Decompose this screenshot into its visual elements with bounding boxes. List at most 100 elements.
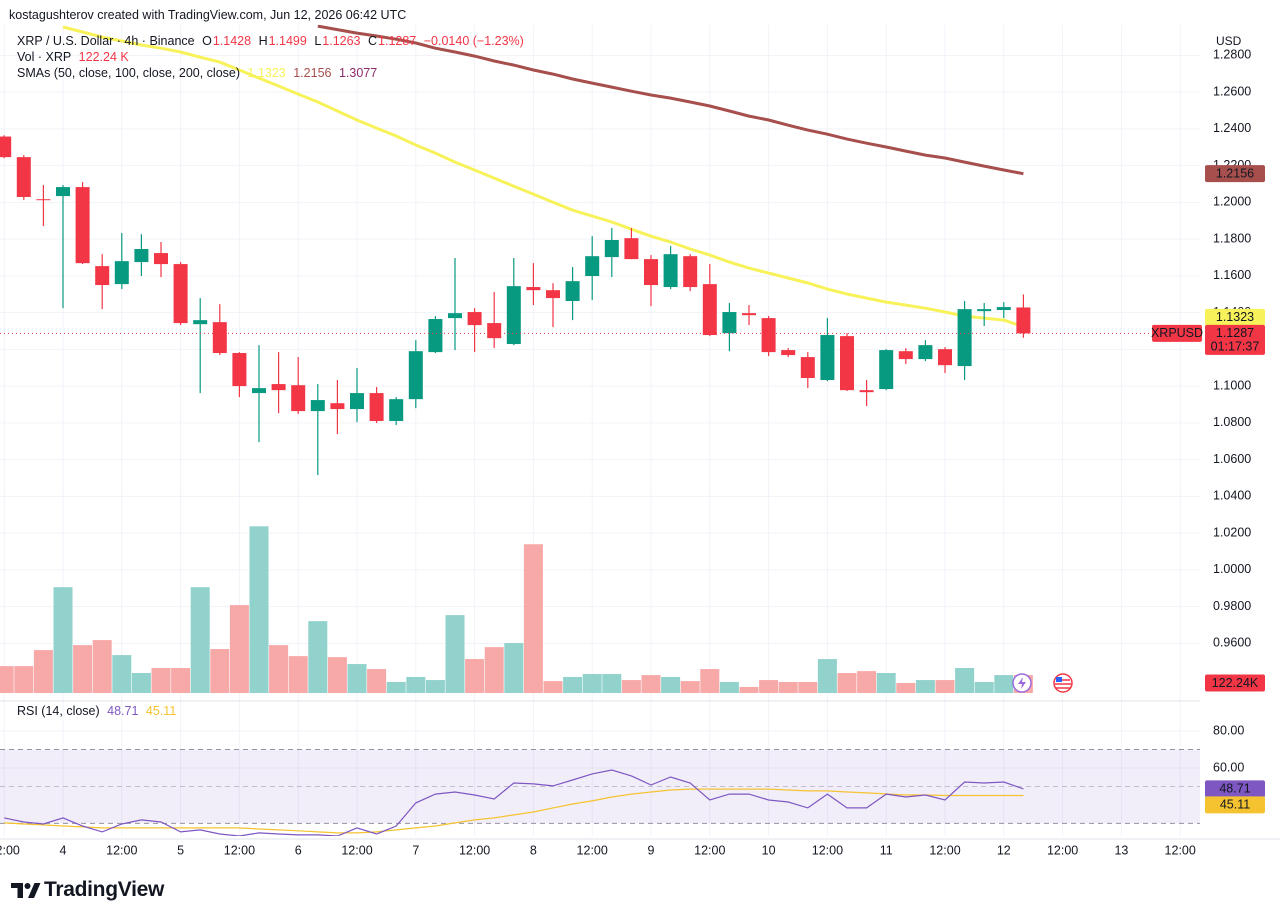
volume-bar bbox=[817, 659, 837, 693]
current-price-box bbox=[1205, 324, 1265, 355]
y-tick-label: 1.2400 bbox=[1213, 121, 1251, 135]
flag-canton bbox=[1056, 677, 1062, 682]
volume-bar bbox=[719, 681, 739, 693]
volume-tag-bg bbox=[1205, 674, 1265, 692]
candle-body bbox=[134, 249, 149, 263]
volume-bar bbox=[484, 647, 504, 693]
candle-body bbox=[977, 309, 992, 312]
rsi-band bbox=[0, 749, 1200, 824]
volume-bar bbox=[857, 671, 877, 693]
x-tick-label: 12:00 bbox=[459, 843, 490, 857]
candle-body bbox=[996, 307, 1011, 311]
candle-body bbox=[859, 390, 874, 393]
x-tick-label: 12:00 bbox=[812, 843, 843, 857]
rsi-line bbox=[4, 769, 1024, 836]
x-tick-label: 5 bbox=[177, 843, 184, 857]
x-tick-label: 4 bbox=[60, 843, 67, 857]
candle-body bbox=[428, 319, 443, 353]
candle-body bbox=[408, 351, 423, 400]
x-tick-label: 6 bbox=[295, 843, 302, 857]
candle-body bbox=[291, 385, 306, 412]
logo bbox=[11, 883, 41, 898]
sma-legend: SMAs (50, close, 100, close, 200, close)… bbox=[17, 65, 381, 81]
x-tick-label: 12:00 bbox=[929, 843, 960, 857]
watermark: kostagushterov created with TradingView.… bbox=[9, 8, 407, 22]
volume-bar bbox=[210, 649, 230, 693]
volume-bar bbox=[171, 668, 191, 693]
volume-bar bbox=[308, 621, 328, 693]
countdown: 01:17:37 bbox=[1211, 340, 1260, 354]
sma-line bbox=[62, 25, 1024, 329]
volume-bar bbox=[269, 645, 289, 693]
x-tick-label: 12:00 bbox=[106, 843, 137, 857]
sma-tag: 1.1323 bbox=[1216, 310, 1254, 324]
pane-icons bbox=[1012, 673, 1073, 693]
volume-tag: 122.24K bbox=[1212, 676, 1259, 690]
volume-bar bbox=[700, 669, 720, 693]
ohlc-value: 1.1287 bbox=[378, 34, 417, 48]
y-tick-label: 1.0800 bbox=[1213, 415, 1251, 429]
volume-bar bbox=[229, 605, 249, 693]
candle-body bbox=[742, 313, 756, 316]
sma-tag-bg bbox=[1205, 165, 1265, 183]
volume-bar bbox=[563, 676, 583, 693]
volume-bar bbox=[347, 664, 367, 693]
volume-bar bbox=[994, 675, 1014, 693]
rsi-tag-bg bbox=[1205, 796, 1265, 814]
candle-body bbox=[0, 136, 12, 158]
candle-body bbox=[624, 238, 639, 260]
candle-body bbox=[898, 351, 913, 360]
y-tick-label: 60.00 bbox=[1213, 760, 1244, 774]
candle-body bbox=[663, 254, 678, 288]
candle-body bbox=[487, 323, 502, 339]
y-tick-label: 1.1000 bbox=[1213, 378, 1251, 392]
candle-body bbox=[526, 287, 541, 291]
candle-body bbox=[918, 345, 933, 360]
currency-button[interactable]: USD bbox=[1216, 34, 1242, 48]
candle-body bbox=[467, 312, 482, 326]
candle-body bbox=[232, 353, 247, 387]
symbol-title: XRP / U.S. Dollar · 4h · Binance bbox=[17, 34, 195, 48]
x-tick-label: 7 bbox=[412, 843, 419, 857]
candle-body bbox=[56, 187, 70, 197]
y-tick-label: 1.0000 bbox=[1213, 562, 1251, 576]
axes: 12:00 4 12:00 5 12:00 6 12:00 7 12:00 8 12:00 9 12:0… bbox=[0, 48, 1265, 857]
volume-bar bbox=[602, 674, 622, 693]
volume-bar bbox=[327, 657, 347, 693]
y-tick-label: 1.2800 bbox=[1213, 48, 1251, 62]
candle-body bbox=[957, 309, 972, 367]
sma-title: SMAs (50, close, 100, close, 200, close) bbox=[17, 66, 241, 80]
volume-title: Vol · XRP bbox=[17, 50, 72, 64]
candle-body bbox=[448, 313, 462, 319]
candle-body bbox=[683, 256, 698, 288]
y-tick-label: 1.0600 bbox=[1213, 452, 1251, 466]
candle-body bbox=[310, 400, 325, 412]
volume-legend: Vol · XRP 122.24 K bbox=[17, 49, 133, 65]
sma-value: 1.1323 bbox=[247, 66, 286, 80]
volume-bar bbox=[14, 666, 34, 693]
volume-bar bbox=[896, 683, 916, 693]
candle-body bbox=[840, 336, 854, 391]
volume-bar bbox=[798, 681, 818, 693]
y-tick-label: 1.1800 bbox=[1213, 231, 1251, 245]
volume-bar bbox=[915, 680, 935, 693]
rsi-line bbox=[4, 788, 1024, 834]
candle-body bbox=[252, 388, 266, 394]
volume-value: 122.24 K bbox=[78, 50, 129, 64]
candle-body bbox=[585, 256, 600, 277]
x-tick-label: 13 bbox=[1114, 843, 1128, 857]
x-tick-label: 9 bbox=[648, 843, 655, 857]
candle-body bbox=[350, 393, 364, 410]
volume-bar bbox=[661, 676, 681, 693]
volume-bar bbox=[504, 643, 524, 693]
x-tick-label: 12 bbox=[997, 843, 1011, 857]
volume-bar bbox=[523, 544, 543, 693]
rsi-value: 48.71 bbox=[107, 704, 139, 718]
volume-bar bbox=[73, 645, 93, 693]
candle-body bbox=[193, 320, 208, 325]
sma-value: 1.2156 bbox=[293, 66, 332, 80]
volume-bar bbox=[974, 681, 994, 693]
volume-bar bbox=[739, 686, 759, 693]
flag-icon[interactable] bbox=[1053, 673, 1073, 693]
